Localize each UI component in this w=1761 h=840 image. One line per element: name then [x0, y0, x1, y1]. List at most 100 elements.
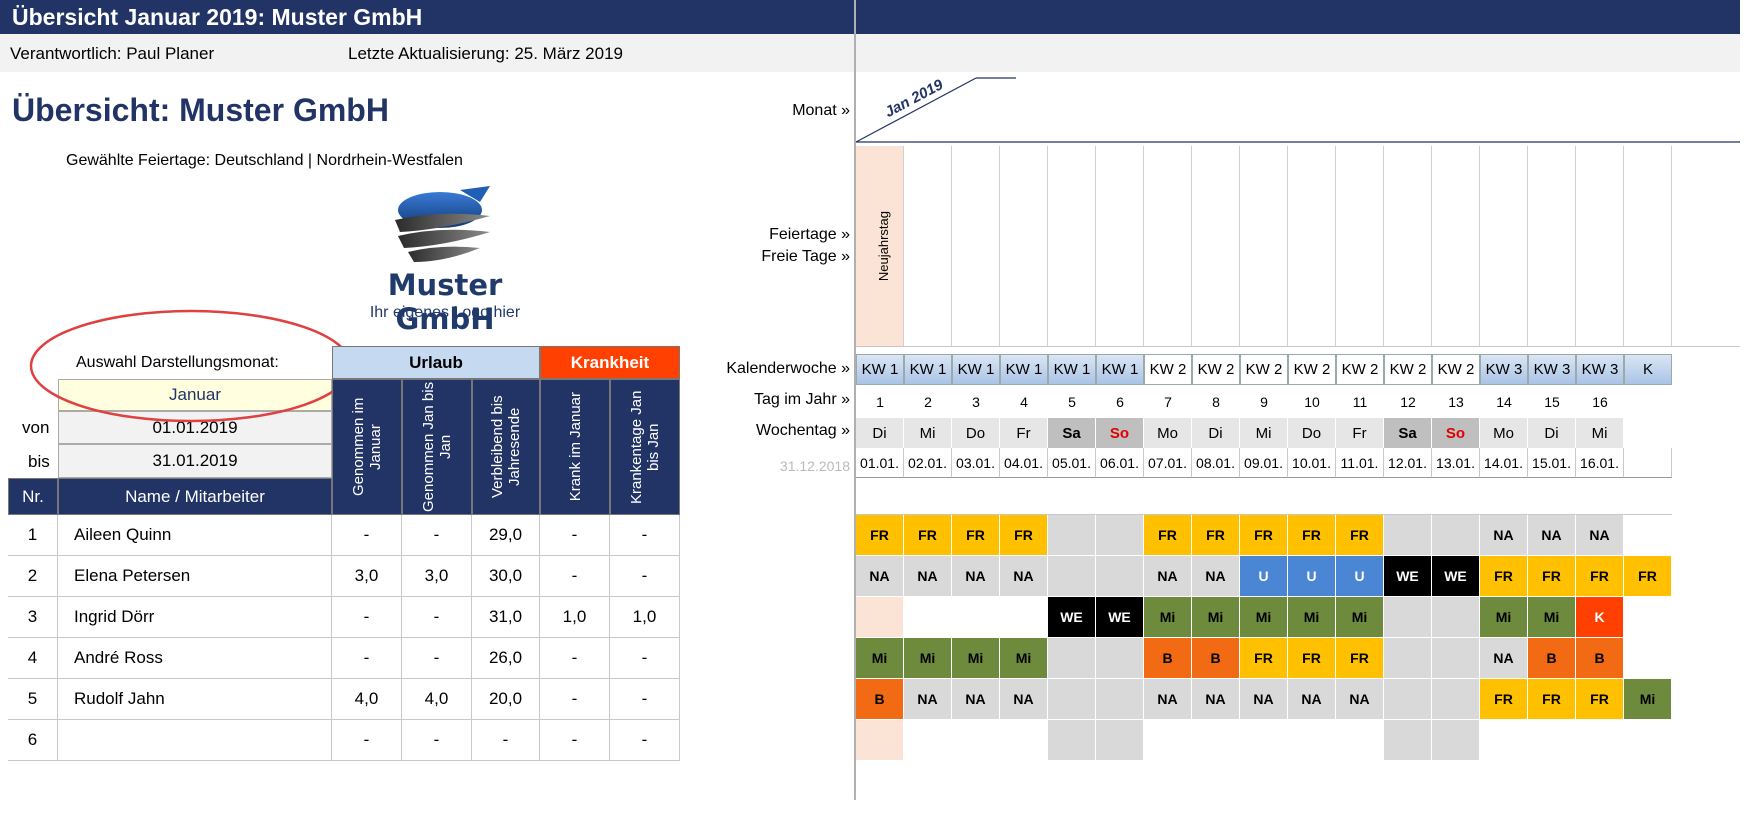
calendar-day-cell[interactable]: B	[1192, 638, 1240, 679]
calendar-day-cell[interactable]	[1336, 720, 1384, 761]
calendar-day-cell[interactable]: WE	[1096, 597, 1144, 638]
calendar-day-cell[interactable]: Mi	[1288, 597, 1336, 638]
calendar-day-cell[interactable]	[1048, 638, 1096, 679]
to-date-field[interactable]: 31.01.2019	[58, 444, 332, 478]
cell-taken-month[interactable]: -	[332, 720, 402, 761]
cell-taken-month[interactable]: -	[332, 515, 402, 556]
cell-remaining[interactable]: 30,0	[472, 556, 540, 597]
calendar-day-cell[interactable]: U	[1336, 556, 1384, 597]
calendar-day-cell[interactable]: FR	[1240, 515, 1288, 556]
calendar-day-cell[interactable]	[1000, 597, 1048, 638]
calendar-day-cell[interactable]: Mi	[1144, 597, 1192, 638]
cell-taken-month[interactable]: -	[332, 597, 402, 638]
cell-nr[interactable]: 3	[8, 597, 58, 638]
calendar-day-cell[interactable]: B	[1576, 638, 1624, 679]
calendar-day-cell[interactable]	[1432, 597, 1480, 638]
calendar-day-cell[interactable]	[1432, 638, 1480, 679]
calendar-day-cell[interactable]	[1432, 720, 1480, 761]
calendar-day-cell[interactable]: NA	[1000, 679, 1048, 720]
calendar-day-cell[interactable]: WE	[1048, 597, 1096, 638]
calendar-day-cell[interactable]	[1480, 720, 1528, 761]
calendar-day-cell[interactable]: FR	[904, 515, 952, 556]
calendar-day-cell[interactable]: B	[1528, 638, 1576, 679]
calendar-day-cell[interactable]	[1000, 720, 1048, 761]
calendar-day-cell[interactable]	[1384, 597, 1432, 638]
calendar-day-cell[interactable]: Mi	[1624, 679, 1672, 720]
cell-remaining[interactable]: -	[472, 720, 540, 761]
calendar-day-cell[interactable]: WE	[1384, 556, 1432, 597]
calendar-day-cell[interactable]: B	[1144, 638, 1192, 679]
cell-taken-ytd[interactable]: -	[402, 638, 472, 679]
calendar-day-cell[interactable]: FR	[1528, 556, 1576, 597]
cell-sick-month[interactable]: -	[540, 679, 610, 720]
calendar-day-cell[interactable]	[1624, 597, 1672, 638]
calendar-day-cell[interactable]: NA	[1336, 679, 1384, 720]
calendar-day-cell[interactable]: NA	[952, 556, 1000, 597]
calendar-day-cell[interactable]	[1096, 515, 1144, 556]
calendar-day-cell[interactable]: Mi	[904, 638, 952, 679]
calendar-day-cell[interactable]: NA	[1576, 515, 1624, 556]
cell-nr[interactable]: 1	[8, 515, 58, 556]
calendar-day-cell[interactable]	[1288, 720, 1336, 761]
cell-taken-ytd[interactable]: -	[402, 720, 472, 761]
cell-name[interactable]: Elena Petersen	[58, 556, 332, 597]
calendar-day-cell[interactable]	[952, 597, 1000, 638]
cell-name[interactable]: Rudolf Jahn	[58, 679, 332, 720]
calendar-day-cell[interactable]: NA	[1480, 638, 1528, 679]
cell-sick-month[interactable]: -	[540, 556, 610, 597]
calendar-day-cell[interactable]: U	[1288, 556, 1336, 597]
calendar-day-cell[interactable]	[1432, 679, 1480, 720]
cell-remaining[interactable]: 29,0	[472, 515, 540, 556]
from-date-field[interactable]: 01.01.2019	[58, 411, 332, 444]
calendar-day-cell[interactable]: WE	[1432, 556, 1480, 597]
calendar-day-cell[interactable]	[1048, 515, 1096, 556]
calendar-day-cell[interactable]: Mi	[1192, 597, 1240, 638]
cell-sick-ytd[interactable]: -	[610, 679, 680, 720]
calendar-day-cell[interactable]	[1144, 720, 1192, 761]
cell-remaining[interactable]: 26,0	[472, 638, 540, 679]
calendar-day-cell[interactable]: NA	[1192, 679, 1240, 720]
calendar-day-cell[interactable]: NA	[1144, 679, 1192, 720]
calendar-day-cell[interactable]: FR	[1576, 679, 1624, 720]
calendar-day-cell[interactable]	[904, 720, 952, 761]
month-select[interactable]: Januar	[58, 379, 332, 411]
cell-nr[interactable]: 2	[8, 556, 58, 597]
calendar-day-cell[interactable]: NA	[1528, 515, 1576, 556]
calendar-day-cell[interactable]	[1384, 515, 1432, 556]
calendar-day-cell[interactable]: B	[856, 679, 904, 720]
calendar-day-cell[interactable]	[1624, 720, 1672, 761]
calendar-day-cell[interactable]: NA	[1000, 556, 1048, 597]
calendar-day-cell[interactable]	[904, 597, 952, 638]
calendar-day-cell[interactable]	[1384, 679, 1432, 720]
cell-taken-ytd[interactable]: -	[402, 515, 472, 556]
cell-nr[interactable]: 6	[8, 720, 58, 761]
calendar-day-cell[interactable]	[1240, 720, 1288, 761]
calendar-day-cell[interactable]: FR	[1336, 515, 1384, 556]
cell-taken-ytd[interactable]: 3,0	[402, 556, 472, 597]
calendar-day-cell[interactable]	[1576, 720, 1624, 761]
calendar-day-cell[interactable]: Mi	[1480, 597, 1528, 638]
calendar-day-cell[interactable]	[1048, 556, 1096, 597]
calendar-day-cell[interactable]: U	[1240, 556, 1288, 597]
calendar-day-cell[interactable]: NA	[904, 679, 952, 720]
calendar-day-cell[interactable]	[1096, 556, 1144, 597]
cell-sick-ytd[interactable]: -	[610, 515, 680, 556]
cell-name[interactable]: Aileen Quinn	[58, 515, 332, 556]
calendar-day-cell[interactable]: FR	[1144, 515, 1192, 556]
cell-sick-month[interactable]: -	[540, 638, 610, 679]
calendar-day-cell[interactable]: Mi	[1000, 638, 1048, 679]
calendar-day-cell[interactable]: FR	[952, 515, 1000, 556]
calendar-day-cell[interactable]: K	[1576, 597, 1624, 638]
calendar-day-cell[interactable]	[1096, 638, 1144, 679]
calendar-day-cell[interactable]: FR	[1000, 515, 1048, 556]
calendar-day-cell[interactable]: FR	[1288, 638, 1336, 679]
calendar-day-cell[interactable]: Mi	[1336, 597, 1384, 638]
calendar-day-cell[interactable]	[1528, 720, 1576, 761]
calendar-day-cell[interactable]	[1192, 720, 1240, 761]
cell-remaining[interactable]: 31,0	[472, 597, 540, 638]
calendar-day-cell[interactable]: Mi	[952, 638, 1000, 679]
cell-sick-ytd[interactable]: -	[610, 720, 680, 761]
cell-remaining[interactable]: 20,0	[472, 679, 540, 720]
calendar-day-cell[interactable]	[1432, 515, 1480, 556]
calendar-day-cell[interactable]: FR	[1288, 515, 1336, 556]
